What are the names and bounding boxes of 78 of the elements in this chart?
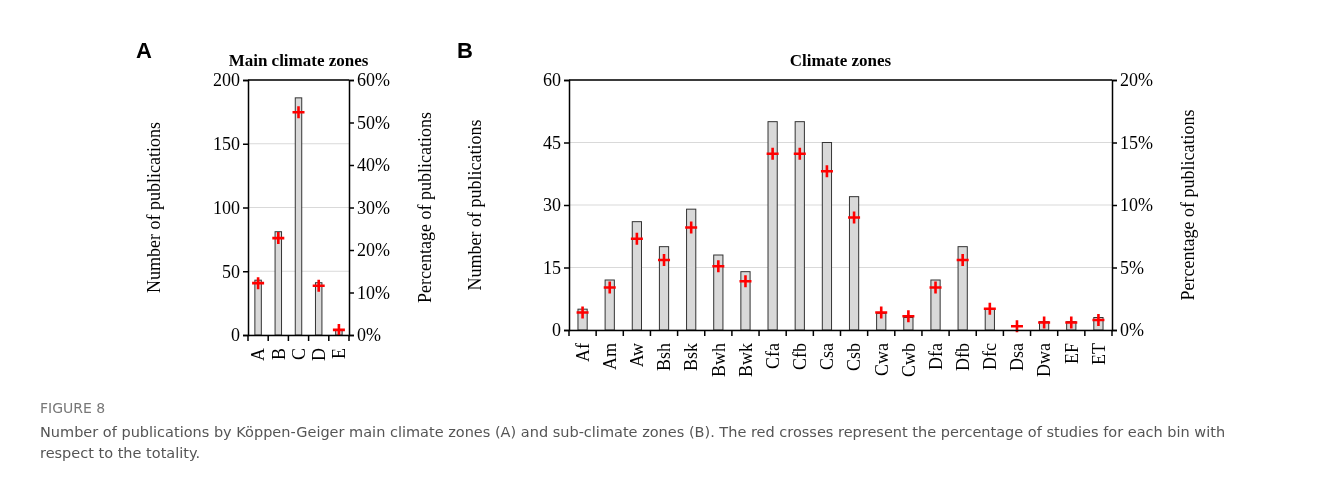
- point: [982, 301, 998, 317]
- y2-tick-label: 20%: [1120, 70, 1153, 91]
- point: [1036, 315, 1052, 330]
- point: [955, 252, 970, 268]
- point: [873, 305, 889, 320]
- y2-tick-label: 40%: [357, 155, 390, 176]
- x-tick-label: Bwk: [735, 343, 756, 378]
- x-tick-label: A: [248, 348, 269, 361]
- x-tick-label: C: [288, 348, 309, 361]
- y-tick-label: 0: [231, 325, 240, 346]
- point: [765, 146, 780, 162]
- y-tick-label: 100: [213, 197, 240, 218]
- x-tick-label: Csb: [844, 343, 865, 372]
- x-tick-label: Dfb: [952, 343, 973, 371]
- point: [901, 308, 916, 324]
- x-tick-label: Cwa: [871, 343, 892, 376]
- x-tick-label: Dsa: [1007, 343, 1028, 371]
- caption: FIGURE 8: [40, 400, 107, 416]
- x-tick-label: Dwa: [1034, 343, 1055, 377]
- text: Number of publications by Köppen-Geiger main climate zones (A) and sub-climate zones (B). The red crosses represent the percentage of studies for each bin with respect to the totality.: [40, 423, 1227, 463]
- chart-title: Main climate zones: [228, 51, 369, 70]
- x-tick-label: Am: [600, 343, 621, 370]
- point: [846, 210, 862, 225]
- point: [1009, 318, 1025, 334]
- point: [629, 231, 645, 247]
- x-tick-label: Af: [572, 343, 593, 362]
- point: [1091, 312, 1106, 328]
- y-tick-label: 200: [213, 70, 240, 91]
- x-tick-label: D: [309, 348, 329, 361]
- y-tick-label: 0: [552, 320, 561, 341]
- y-tick-label: 45: [543, 132, 561, 153]
- point: [311, 278, 326, 293]
- x-tick-label: Dfc: [980, 342, 1001, 370]
- x-tick-label: Cfb: [790, 343, 811, 370]
- y2-tick-label: 20%: [357, 240, 390, 261]
- x-tick-label: EF: [1061, 343, 1082, 365]
- y2-tick-label: 0%: [357, 325, 381, 346]
- y-tick-label: 60: [543, 70, 561, 91]
- x-tick-label: E: [329, 348, 350, 359]
- x-tick-label: Aw: [627, 343, 648, 368]
- point: [819, 163, 835, 179]
- y-axis-title: Number of publications: [465, 119, 485, 291]
- text: B: [457, 38, 473, 63]
- y-tick-label: 50: [222, 261, 240, 282]
- point: [683, 220, 699, 235]
- y2-tick-label: 50%: [357, 112, 390, 133]
- text: A: [136, 38, 152, 63]
- point: [250, 275, 266, 291]
- y2-tick-label: 10%: [357, 282, 390, 303]
- x-tick-label: ET: [1088, 343, 1109, 365]
- y-tick-label: 15: [543, 257, 561, 278]
- y2-tick-label: 30%: [357, 197, 390, 218]
- point: [792, 146, 808, 162]
- x-tick-label: Csa: [817, 342, 838, 370]
- x-tick-label: Cfa: [762, 343, 783, 369]
- point: [575, 305, 590, 320]
- x-tick-label: Dfa: [925, 342, 946, 370]
- x-tick-label: Bsh: [654, 343, 675, 372]
- y2-tick-label: 10%: [1120, 195, 1153, 216]
- y2-tick-label: 15%: [1120, 132, 1153, 153]
- y2-tick-label: 5%: [1120, 257, 1144, 278]
- x-tick-label: B: [268, 348, 289, 361]
- point: [1063, 315, 1079, 330]
- y2-tick-label: 60%: [357, 70, 390, 91]
- y2-tick-label: 0%: [1120, 320, 1144, 341]
- y2-axis-title: Percentage of publications: [1178, 109, 1198, 301]
- chart-title: Climate zones: [789, 51, 892, 70]
- point: [711, 258, 726, 274]
- point: [271, 230, 286, 246]
- x-tick-label: Cwb: [898, 343, 919, 378]
- y-tick-label: 30: [543, 195, 561, 216]
- y-axis-title: Number of publications: [144, 122, 164, 293]
- x-tick-label: Bsk: [681, 343, 702, 372]
- x-tick-label: Bwh: [708, 343, 729, 378]
- point: [656, 252, 672, 268]
- y-tick-label: 150: [213, 134, 240, 155]
- y2-axis-title: Percentage of publications: [415, 112, 435, 303]
- point: [291, 105, 306, 120]
